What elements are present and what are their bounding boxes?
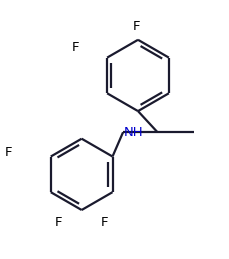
Text: F: F xyxy=(71,41,79,54)
Text: F: F xyxy=(133,20,140,33)
Text: F: F xyxy=(55,216,62,229)
Text: NH: NH xyxy=(123,126,143,139)
Text: F: F xyxy=(101,216,108,229)
Text: F: F xyxy=(5,146,13,159)
